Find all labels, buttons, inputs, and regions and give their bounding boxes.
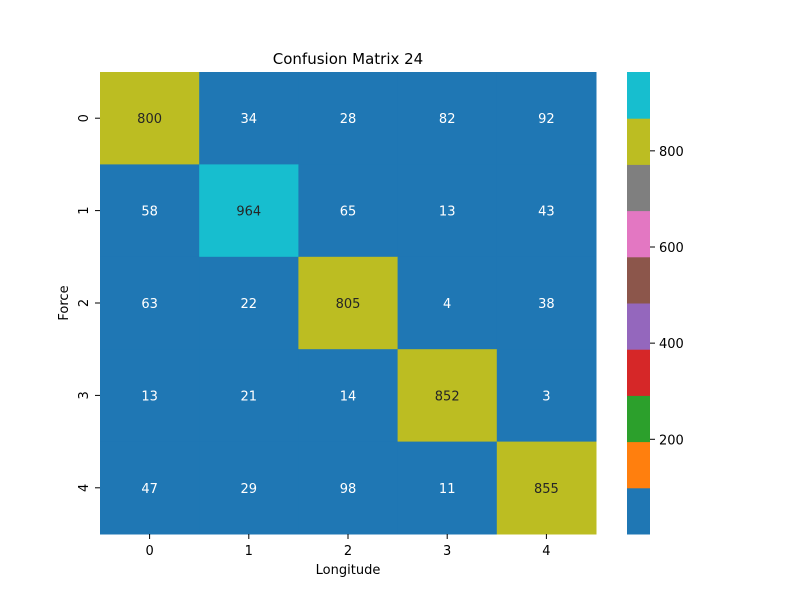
heatmap-cell [496,72,597,165]
cell-value-label: 964 [236,205,261,220]
colorbar-tick-label: 200 [659,433,684,448]
heatmap-cell [100,256,200,350]
x-axis-label: Longitude [316,563,381,578]
y-axis-label: Force [57,285,72,320]
cell-value-label: 38 [538,297,555,312]
cell-value-label: 92 [538,112,555,127]
colorbar-segment [627,487,650,535]
heatmap-cell [100,441,200,535]
heatmap-cell [199,349,299,443]
colorbar-segment [627,349,650,396]
heatmap-cell [298,349,399,443]
cell-value-label: 13 [439,205,456,220]
colorbar-segment [627,256,650,304]
cell-value-label: 47 [141,482,158,497]
cell-value-label: 21 [241,389,258,404]
cell-value-label: 65 [340,205,357,220]
heatmap-cell [100,164,200,258]
colorbar-segment [627,441,650,489]
heatmap-cell [199,441,299,535]
cell-value-label: 22 [241,297,258,312]
x-tick-label: 0 [145,544,153,559]
y-tick-label: 4 [77,484,92,492]
heatmap-cell [496,441,597,535]
y-axis-ticks: 0 1 2 3 4 [77,114,100,492]
colorbar-segment [627,303,650,350]
cell-value-label: 13 [141,389,158,404]
cell-value-label: 800 [137,112,162,127]
cell-value-label: 852 [435,389,460,404]
heatmap-cell [199,256,299,350]
y-tick-label: 3 [77,391,92,399]
colorbar-tick-label: 600 [659,241,684,256]
cell-value-label: 63 [141,297,158,312]
heatmap-cell [100,72,200,165]
colorbar-segment [627,395,650,443]
cell-value-label: 855 [534,482,559,497]
heatmap-cell [298,441,399,535]
heatmap-cell [496,164,597,258]
heatmap-cell [397,256,498,350]
heatmap-cell [199,72,299,165]
heatmap-cell [199,164,299,258]
cell-value-label: 14 [340,389,357,404]
heatmap-cell [397,164,498,258]
cell-value-label: 3 [542,389,550,404]
colorbar-tick-label: 400 [659,337,684,352]
cell-value-label: 29 [241,482,258,497]
cell-value-label: 43 [538,205,555,220]
x-axis-ticks: 0 1 2 3 4 [145,534,551,559]
heatmap-cell [298,164,399,258]
heatmap-cell [397,349,498,443]
chart-title: Confusion Matrix 24 [273,50,423,68]
x-tick-label: 2 [344,544,352,559]
heatmap-cell [397,72,498,165]
x-tick-label: 1 [245,544,253,559]
y-tick-label: 1 [77,206,92,214]
colorbar: 200 400 600 800 [627,72,684,535]
cell-value-label: 11 [439,482,456,497]
heatmap-cell [100,349,200,443]
cell-value-label: 4 [443,297,451,312]
cell-value-label: 34 [241,112,258,127]
colorbar-segment [627,118,650,165]
x-tick-label: 4 [542,544,550,559]
colorbar-tick-label: 800 [659,145,684,160]
y-tick-label: 0 [77,114,92,122]
heatmap-cell [496,349,597,443]
heatmap-cell [298,72,399,165]
heatmap-cell [397,441,498,535]
colorbar-segment [627,164,650,212]
y-tick-label: 2 [77,299,92,307]
cell-value-label: 805 [336,297,361,312]
heatmap-cells: 800 34 28 82 92 58 964 65 13 43 63 22 805 4 38 13 21 14 85… [100,72,597,535]
colorbar-segment [627,72,650,119]
colorbar-segment [627,210,650,258]
cell-value-label: 28 [340,112,357,127]
heatmap-cell [298,256,399,350]
cell-value-label: 58 [141,205,158,220]
x-tick-label: 3 [443,544,451,559]
cell-value-label: 82 [439,112,456,127]
heatmap-cell [496,256,597,350]
cell-value-label: 98 [340,482,357,497]
